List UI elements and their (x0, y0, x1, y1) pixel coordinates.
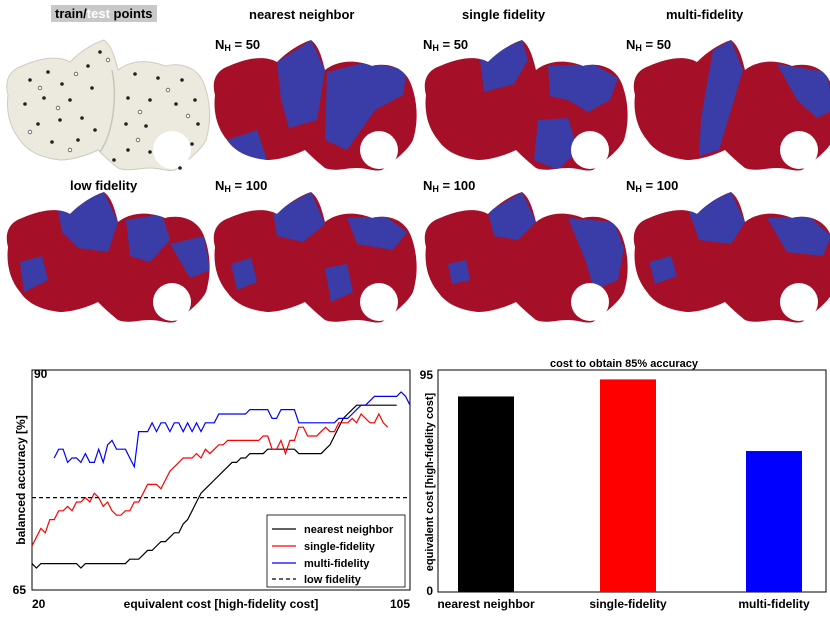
train-label: train/ (55, 6, 87, 21)
train-test-label: train/test points (51, 5, 157, 22)
series-line-multi-fidelity (53, 391, 411, 469)
nh-label-mf-100: NH = 100 (626, 178, 679, 194)
line-legend: nearest neighbor single-fidelity multi-f… (266, 514, 406, 588)
nn-100-panel (213, 192, 417, 323)
legend-box (266, 514, 406, 588)
bar-label-single: single-fidelity (589, 597, 667, 611)
line-chart-frame (31, 369, 411, 591)
series-line-nearest-neighbor (31, 404, 397, 569)
series-line-single-fidelity (31, 412, 389, 547)
y-tick-90: 90 (34, 367, 48, 381)
x-tick-105: 105 (390, 597, 410, 611)
bar-label-multi: multi-fidelity (738, 597, 810, 611)
line-x-axis-label: equivalent cost [high-fidelity cost] (124, 597, 319, 611)
legend-label-multi: multi-fidelity (304, 558, 370, 570)
nh-label-nn-100: NH = 100 (215, 178, 268, 194)
bar-single-fidelity (600, 379, 656, 592)
legend-label-low: low fidelity (304, 574, 362, 586)
nh-label-sf-100: NH = 100 (423, 178, 476, 194)
anatomy-renders (6, 39, 830, 323)
nearest-neighbor-header: nearest neighbor (249, 7, 355, 22)
mf-100-panel (633, 192, 830, 323)
y-tick-65: 65 (13, 583, 27, 597)
sf-100-panel (424, 192, 628, 323)
test-label: test (86, 6, 110, 21)
nh-label-nn-50: NH = 50 (215, 37, 261, 53)
single-fidelity-header: single fidelity (462, 7, 546, 22)
line-series-group (31, 391, 411, 569)
legend-label-single: single-fidelity (304, 541, 376, 553)
points-label: points (109, 6, 153, 21)
nh-label-mf-50: NH = 50 (626, 37, 672, 53)
bar-y-axis-label: equivalent cost [high-fidelity cost] (424, 392, 436, 571)
legend-label-nearest: nearest neighbor (304, 524, 394, 536)
multi-fidelity-header: multi-fidelity (666, 7, 744, 22)
bar-nearest-neighbor (458, 396, 514, 592)
bar-group (458, 379, 802, 592)
bar-y-tick-95: 95 (420, 368, 433, 382)
cost-bar-chart: cost to obtain 85% accuracy 95 0 equival… (420, 358, 827, 611)
mf-50-panel (633, 40, 830, 171)
bar-chart-title: cost to obtain 85% accuracy (550, 358, 699, 370)
bar-multi-fidelity (746, 451, 802, 592)
bar-y-tick-0: 0 (426, 584, 433, 598)
bar-label-nearest: nearest neighbor (437, 597, 535, 611)
low-fidelity-header: low fidelity (70, 178, 138, 193)
geometry-panel (6, 39, 211, 172)
nn-50-panel (213, 40, 417, 171)
lf-panel (6, 192, 210, 323)
line-y-axis-label: balanced accuracy [%] (14, 415, 28, 544)
nh-label-sf-50: NH = 50 (423, 37, 469, 53)
x-tick-20: 20 (32, 597, 46, 611)
sf-50-panel (424, 40, 628, 171)
accuracy-line-chart: 90 65 20 105 equivalent cost [high-fidel… (13, 367, 411, 611)
